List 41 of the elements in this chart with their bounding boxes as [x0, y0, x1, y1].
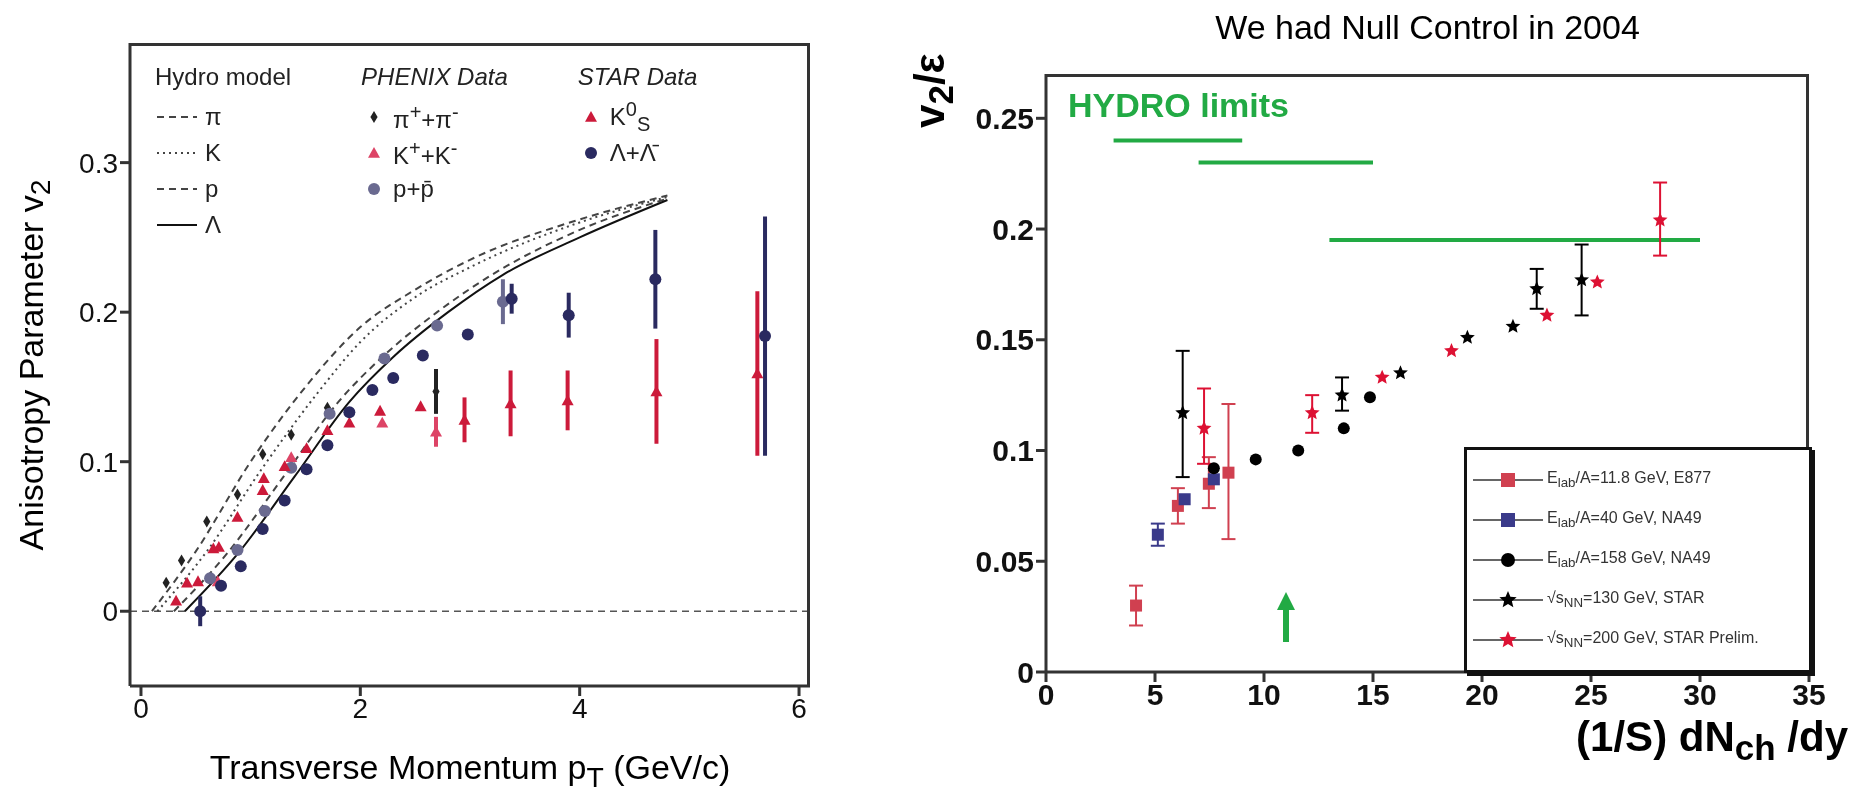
legend-label: π$^{+}$+π$^{-}$	[393, 100, 459, 134]
y-tick-label: 0	[1017, 655, 1034, 689]
x-tick-label: 30	[1683, 678, 1717, 712]
legend-label: π	[205, 103, 222, 131]
x-tick-label: 5	[1146, 678, 1164, 712]
legend-label: p+p̄	[393, 175, 434, 203]
x-tick-label: 0	[133, 692, 149, 724]
annotation: Hydro model	[155, 63, 292, 90]
x-tick-label: 0	[1037, 678, 1055, 712]
legend-label: Λ	[205, 211, 222, 239]
y-tick-label: 0.2	[79, 297, 118, 329]
legend-label: E$_{lab}$/A=11.8 GeV, E877	[1547, 469, 1712, 491]
y-tick-label: 0.15	[975, 323, 1034, 357]
x-tick-label: 10	[1247, 678, 1281, 712]
legend-label: p	[205, 175, 219, 203]
legend-label: K	[205, 139, 222, 167]
legend-label: E$_{lab}$/A=40 GeV, NA49	[1547, 509, 1702, 531]
y-tick-label: 0.1	[79, 446, 118, 478]
annotation: STAR Data	[577, 63, 698, 90]
x-axis-title: (1/S) dN$_{ch}$ /dy	[1576, 713, 1848, 768]
annotation: PHENIX Data	[361, 63, 508, 90]
x-tick-label: 15	[1356, 678, 1390, 712]
annotation: HYDRO limits	[1068, 86, 1290, 124]
x-tick-label: 20	[1465, 678, 1499, 712]
y-tick-label: 0.05	[975, 544, 1034, 578]
x-tick-label: 2	[352, 692, 369, 724]
legend-label: √s$_{NN}$=200 GeV, STAR Prelim.	[1547, 629, 1759, 651]
legend-label: K$^{+}$+K$^{-}$	[393, 136, 458, 170]
y-tick-label: 0.3	[79, 147, 118, 179]
legend-label: E$_{lab}$/A=158 GeV, NA49	[1547, 549, 1711, 571]
y-tick-label: 0.2	[992, 212, 1034, 246]
y-tick-label: 0.25	[975, 101, 1034, 135]
x-axis-title: Transverse Momentum p$_{T}$ (GeV/c)	[209, 748, 731, 793]
y-tick-label: 0	[102, 596, 118, 628]
y-tick-label: 0.1	[992, 434, 1034, 468]
legend-label: √s$_{NN}$=130 GeV, STAR	[1547, 589, 1705, 611]
x-tick-label: 35	[1792, 678, 1826, 712]
chart-title: We had Null Control in 2004	[1215, 8, 1640, 46]
x-tick-label: 6	[791, 692, 807, 724]
x-tick-label: 25	[1574, 678, 1608, 712]
x-tick-label: 4	[571, 692, 588, 724]
